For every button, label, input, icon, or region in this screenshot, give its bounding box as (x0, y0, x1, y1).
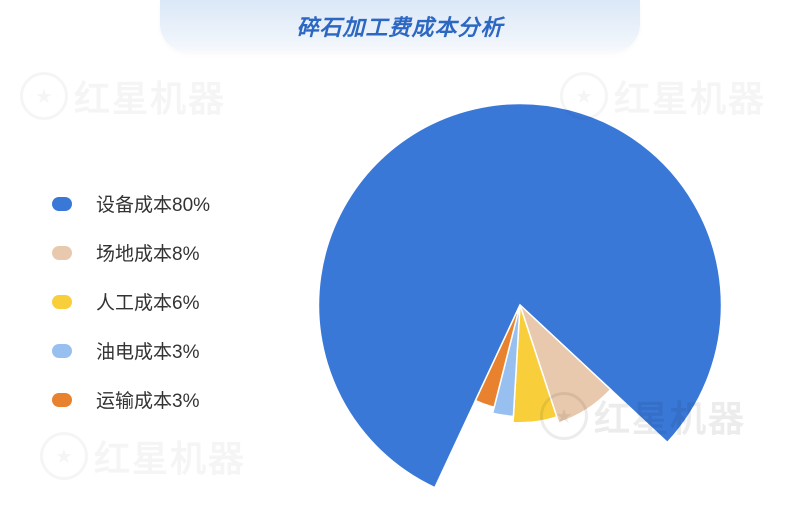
legend-swatch (52, 393, 72, 407)
legend-swatch (52, 246, 72, 260)
legend-item: 场地成本8% (52, 239, 210, 266)
legend-label: 油电成本3% (96, 337, 199, 364)
watermark: ★红星机器 (20, 70, 226, 122)
legend: 设备成本80% 场地成本8% 人工成本6% 油电成本3% 运输成本3% (52, 190, 210, 435)
pie-chart (310, 95, 730, 515)
legend-label: 人工成本6% (96, 288, 199, 315)
legend-swatch (52, 344, 72, 358)
legend-item: 人工成本6% (52, 288, 210, 315)
legend-item: 油电成本3% (52, 337, 210, 364)
legend-label: 运输成本3% (96, 386, 199, 413)
watermark: ★红星机器 (40, 430, 246, 482)
legend-item: 设备成本80% (52, 190, 210, 217)
legend-label: 场地成本8% (96, 239, 199, 266)
legend-item: 运输成本3% (52, 386, 210, 413)
legend-label: 设备成本80% (96, 190, 210, 217)
legend-swatch (52, 197, 72, 211)
chart-title: 碎石加工费成本分析 (296, 10, 503, 42)
title-pill: 碎石加工费成本分析 (160, 0, 640, 52)
legend-swatch (52, 295, 72, 309)
pie-slice (319, 104, 722, 488)
